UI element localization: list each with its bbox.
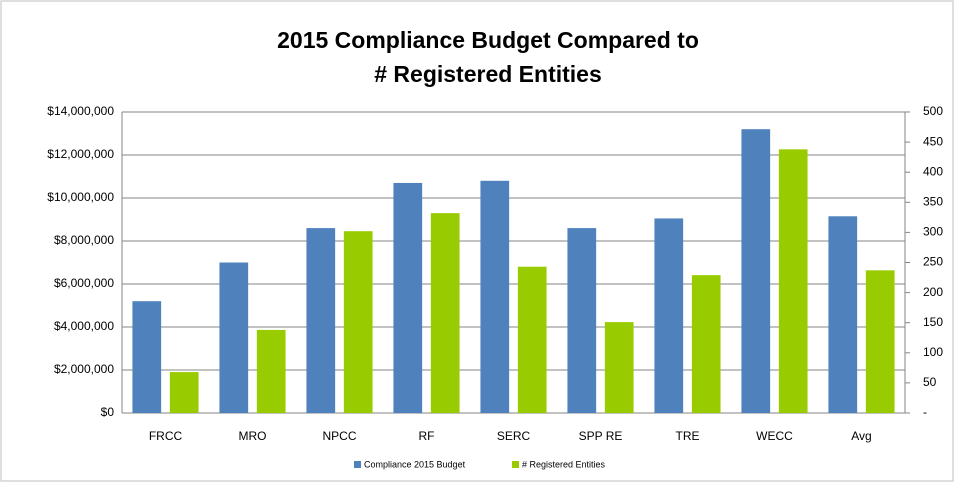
- bar: [654, 218, 684, 413]
- bar: [132, 301, 162, 413]
- bar: [219, 262, 249, 413]
- legend-label: Compliance 2015 Budget: [364, 459, 466, 469]
- bar: [567, 228, 597, 413]
- y2-tick-label: 150: [923, 315, 943, 329]
- x-tick-label: MRO: [239, 429, 267, 443]
- bar: [393, 182, 423, 413]
- y2-tick-label: 450: [923, 134, 943, 148]
- y2-tick-label: 500: [923, 104, 943, 118]
- bar: [306, 228, 336, 413]
- bar: [778, 149, 808, 413]
- x-tick-label: RF: [419, 429, 435, 443]
- y-tick-label: $2,000,000: [54, 362, 114, 376]
- bar: [741, 129, 771, 413]
- x-tick-label: FRCC: [149, 429, 183, 443]
- x-tick-label: Avg: [851, 429, 871, 443]
- y2-tick-label: 200: [923, 285, 943, 299]
- y2-tick-label: 100: [923, 345, 943, 359]
- legend-swatch: [512, 461, 519, 468]
- bar: [604, 322, 634, 413]
- y-tick-label: $6,000,000: [54, 276, 114, 290]
- x-tick-label: NPCC: [322, 429, 356, 443]
- x-tick-label: WECC: [756, 429, 793, 443]
- chart-title: 2015 Compliance Budget Compared to: [277, 27, 699, 53]
- y-tick-label: $0: [101, 405, 115, 419]
- y-tick-label: $4,000,000: [54, 319, 114, 333]
- bar: [169, 372, 199, 413]
- y-tick-label: $10,000,000: [47, 190, 114, 204]
- x-tick-label: TRE: [676, 429, 700, 443]
- x-tick-label: SERC: [497, 429, 531, 443]
- legend-swatch: [354, 461, 361, 468]
- bar: [865, 270, 895, 413]
- y2-tick-label: 350: [923, 194, 943, 208]
- bar: [430, 213, 460, 413]
- bar: [343, 231, 373, 413]
- bar: [828, 216, 858, 413]
- bar: [517, 266, 547, 413]
- x-tick-label: SPP RE: [579, 429, 623, 443]
- bar: [691, 275, 721, 413]
- y-tick-label: $8,000,000: [54, 233, 114, 247]
- y-tick-label: $12,000,000: [47, 147, 114, 161]
- chart-subtitle: # Registered Entities: [374, 61, 602, 87]
- y2-tick-label: 400: [923, 164, 943, 178]
- y-tick-label: $14,000,000: [47, 104, 114, 118]
- y2-tick-label: 250: [923, 255, 943, 269]
- bar: [256, 329, 286, 413]
- legend-label: # Registered Entities: [522, 459, 606, 469]
- y2-tick-label: 50: [923, 375, 937, 389]
- y2-tick-label: -: [923, 405, 927, 419]
- y2-tick-label: 300: [923, 225, 943, 239]
- bar: [480, 180, 510, 413]
